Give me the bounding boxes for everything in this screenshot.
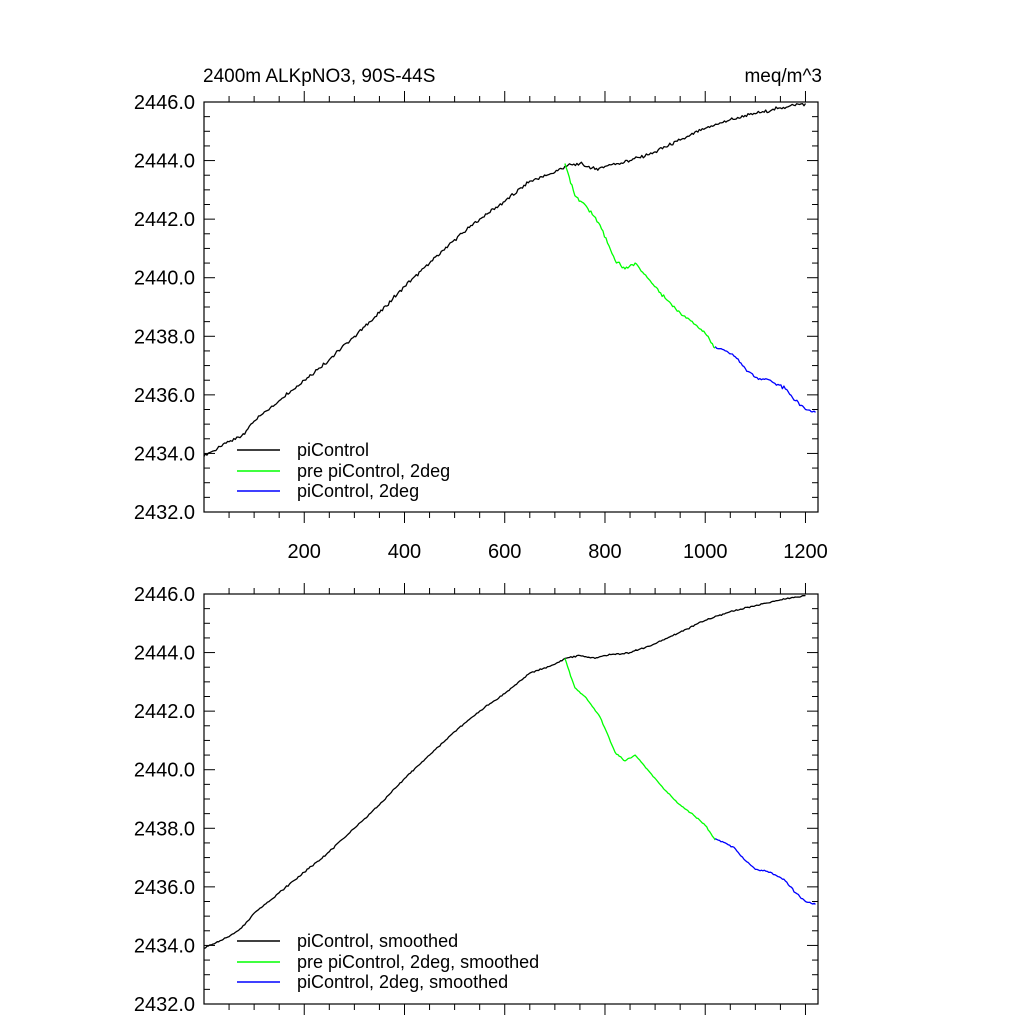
legend-label-2: pre piControl, 2deg, smoothed	[297, 952, 539, 972]
y-tick-label: 2434.0	[134, 443, 195, 465]
y-tick-label: 2440.0	[134, 760, 195, 782]
legend-label-1: piControl, smoothed	[297, 931, 458, 951]
x-tick-label: 200	[288, 541, 321, 563]
series-line-2	[564, 658, 716, 841]
chart-title: 2400m ALKpNO3, 90S-44S	[203, 66, 435, 87]
y-tick-label: 2436.0	[134, 877, 195, 899]
bottom-panel: 2432.0 2434.0 2436.0 2438.0 2440.0 2442.0 2444…	[134, 583, 819, 1016]
y-tick-label: 2436.0	[134, 385, 195, 407]
series-line-2	[564, 163, 716, 349]
legend-label-3: piControl, 2deg	[297, 481, 419, 501]
series-line-1	[203, 102, 807, 457]
series-line-3	[714, 837, 816, 905]
y-tick-label: 2432.0	[134, 994, 195, 1016]
top-panel: 2400m ALKpNO3, 90S-44S meq/m^3 2432.0 243…	[134, 66, 828, 563]
x-tick-label: 600	[488, 541, 521, 563]
x-tick-label: 400	[388, 541, 421, 563]
x-tick-label: 1000	[683, 541, 728, 563]
y-tick-label: 2442.0	[134, 701, 195, 723]
y-tick-label: 2442.0	[134, 209, 195, 231]
series-line-1	[203, 594, 806, 950]
y-tick-label: 2432.0	[134, 502, 195, 524]
y-tick-label: 2434.0	[134, 935, 195, 957]
units-label: meq/m^3	[744, 66, 822, 87]
legend-label-1: piControl	[297, 440, 369, 460]
y-tick-label: 2446.0	[134, 584, 195, 606]
y-tick-label: 2440.0	[134, 268, 195, 290]
y-tick-label: 2444.0	[134, 643, 195, 665]
x-tick-label: 800	[588, 541, 621, 563]
legend-label-3: piControl, 2deg, smoothed	[297, 972, 508, 992]
y-tick-label: 2438.0	[134, 326, 195, 348]
y-tick-label: 2444.0	[134, 151, 195, 173]
y-tick-label: 2446.0	[134, 92, 195, 114]
x-tick-label: 1200	[783, 541, 828, 563]
y-tick-label: 2438.0	[134, 818, 195, 840]
series-line-3	[714, 346, 816, 413]
legend-label-2: pre piControl, 2deg	[297, 461, 450, 481]
